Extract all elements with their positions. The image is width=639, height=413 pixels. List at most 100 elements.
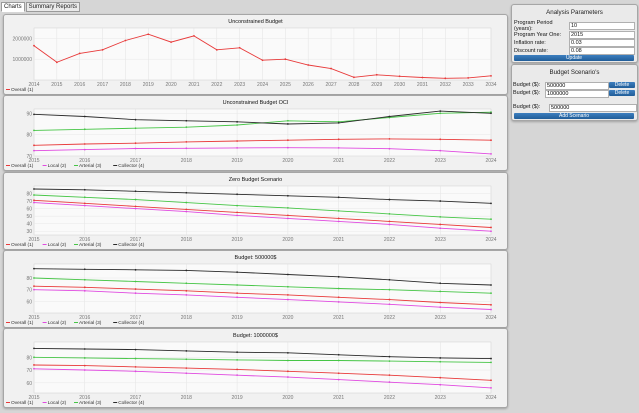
inflation-rate-input[interactable] [569,39,635,47]
data-point-overall [490,226,492,229]
data-point-collector [236,120,239,123]
program-period-input[interactable] [569,22,635,30]
legend-label-arterial: Arterial (3) [79,242,102,248]
data-point-collector [185,119,188,122]
data-point-arterial [388,288,391,291]
scenario-1-delete-button[interactable]: Delete [609,82,635,88]
data-point-overall [337,217,340,220]
x-tick-label: 2022 [384,395,395,401]
legend-label-local: Local (2) [48,242,67,248]
x-tick-label: 2015 [28,395,39,401]
data-point-overall [388,138,391,140]
x-tick-label: 2024 [485,158,496,164]
tab-summary-reports[interactable]: Summary Reports [25,2,81,12]
data-point-collector [490,112,492,115]
data-point-overall [307,64,310,66]
x-tick-label: 2020 [282,395,293,401]
chart-title: Budget: 500000$ [235,255,277,261]
x-tick-label: 2016 [79,395,90,401]
data-point-arterial [33,129,35,132]
legend-label-local: Local (2) [48,163,67,169]
data-point-overall [134,205,137,208]
data-point-overall [236,368,239,371]
legend-label-overall: Overall (1) [11,87,34,93]
data-point-collector [286,194,289,197]
data-point-local [439,149,442,152]
series-line-collector [33,347,492,360]
data-point-arterial [236,124,239,126]
data-point-collector [388,198,391,201]
data-point-collector [490,357,492,360]
data-point-local [83,289,86,292]
data-point-arterial [33,194,35,196]
x-tick-label: 2027 [325,82,336,88]
data-point-local [83,204,86,207]
data-point-local [388,303,391,306]
data-point-overall [147,33,150,36]
data-point-local [388,223,391,226]
x-tick-label: 2019 [232,158,243,164]
data-point-overall [185,141,188,143]
chart-unconstrained-oci: Unconstrained Budget OCI 2015 2016 2017 2018… [6,100,497,169]
data-point-overall [78,52,81,55]
data-point-arterial [388,212,391,215]
legend-label-arterial: Arterial (3) [79,400,102,406]
inflation-rate-row: Inflation rate: [512,39,637,49]
update-button[interactable]: Update [514,55,634,61]
x-tick-label: 2015 [28,315,39,321]
scenario-1-input[interactable] [545,82,609,90]
add-scenario-button[interactable]: Add Scenario [514,113,634,119]
data-point-arterial [439,360,442,363]
data-point-local [33,288,35,291]
program-year-input[interactable] [569,31,635,39]
data-point-arterial [286,285,289,288]
data-point-local [185,372,188,375]
legend-label-overall: Overall (1) [11,400,34,406]
data-point-overall [83,364,86,367]
y-tick-label: 2000000 [13,36,33,42]
data-point-arterial [388,360,391,363]
x-tick-label: 2018 [181,395,192,401]
scenario-2-input[interactable] [545,90,609,98]
legend-label-local: Local (2) [48,320,67,326]
data-point-local [134,207,137,210]
tab-bar: Charts Summary Reports [1,2,81,12]
y-tick-label: 90 [26,111,32,117]
data-point-arterial [134,280,137,283]
data-point-overall [286,294,289,296]
y-tick-label: 30 [26,229,32,235]
budget-scenarios-title: Budget Scenario's [549,69,600,76]
scenario-2-label: Budget ($): [513,90,541,96]
data-point-overall [388,374,391,377]
tab-charts[interactable]: Charts [1,2,25,12]
data-point-local [286,217,289,220]
data-point-arterial [236,204,239,207]
data-point-local [337,220,340,223]
legend-label-overall: Overall (1) [11,242,34,248]
data-point-local [439,227,442,230]
discount-rate-input[interactable] [569,47,635,55]
x-tick-label: 2019 [143,82,154,88]
data-point-local [439,383,442,386]
data-point-arterial [490,361,492,364]
data-point-arterial [185,201,188,204]
chart-title: Zero Budget Scenario [229,177,283,183]
x-tick-label: 2033 [463,82,474,88]
program-period-label: Program Period (years): [514,20,553,32]
discount-rate-label: Discount rate: [514,48,548,54]
data-point-arterial [337,209,340,212]
data-point-overall [284,58,287,61]
x-tick-label: 2017 [130,158,141,164]
data-point-overall [83,286,86,289]
scenario-2-delete-button[interactable]: Delete [609,90,635,96]
data-point-overall [439,223,442,226]
new-scenario-input[interactable] [549,104,637,112]
data-point-overall [490,74,492,77]
x-tick-label: 2023 [435,315,446,321]
data-point-arterial [33,277,35,279]
series-line-arterial [33,277,492,294]
legend-label-arterial: Arterial (3) [79,163,102,169]
x-tick-label: 2020 [282,315,293,321]
chart-zero-budget: Zero Budget Scenario 2015 2016 2017 2018 2019… [6,177,497,248]
series-line-collector [33,268,492,286]
